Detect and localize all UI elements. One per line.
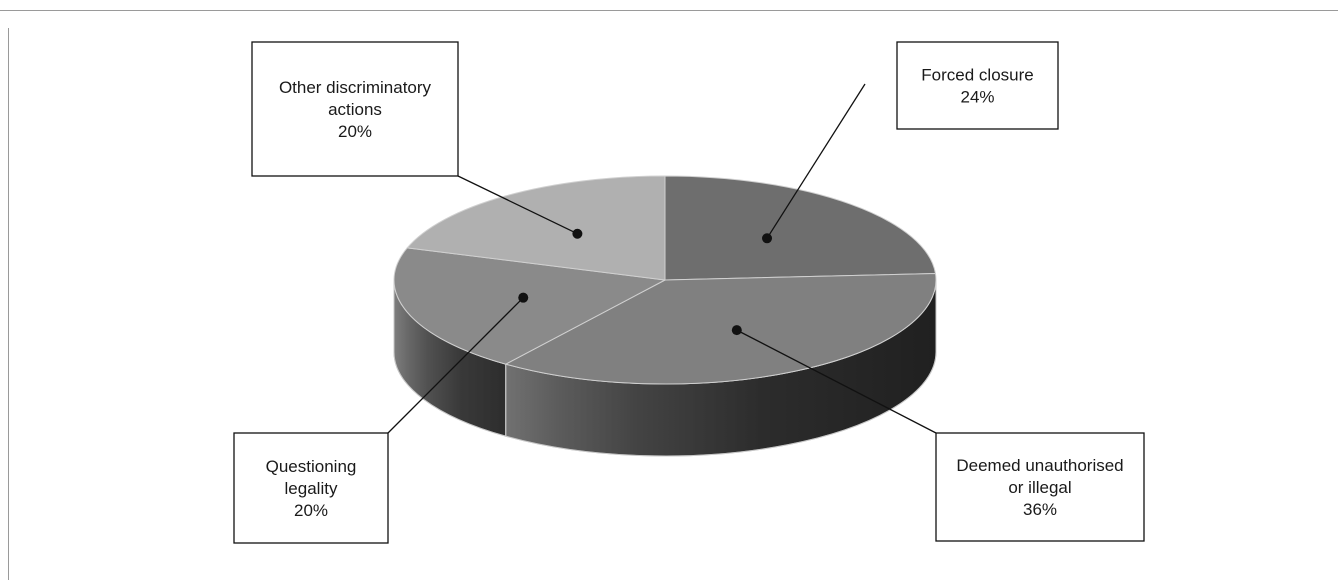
data-label: Deemed unauthorised or illegal 36%	[935, 432, 1145, 542]
leader-dot	[731, 325, 742, 336]
slice-percent: 20%	[338, 122, 372, 141]
label-box	[233, 432, 389, 544]
data-label: Questioning legality 20%	[233, 432, 389, 544]
data-label: Forced closure 24%	[896, 41, 1059, 130]
leader-dot	[518, 292, 529, 303]
data-label: Other discriminatory actions 20%	[251, 41, 459, 177]
slice-label: Deemed unauthorised	[956, 456, 1123, 475]
leader-line	[383, 297, 524, 438]
pie-slice	[664, 175, 937, 281]
slice-label: legality	[285, 479, 338, 498]
left-border	[8, 28, 9, 580]
slice-percent: 20%	[294, 501, 328, 520]
slice-percent: 24%	[960, 88, 994, 107]
leader-line	[766, 83, 866, 239]
slice-label: actions	[328, 100, 382, 119]
label-boxes: Forced closure 24% Deemed unauthorised or i…	[233, 41, 1145, 544]
pie-slice	[406, 175, 666, 281]
slice-label: Questioning	[266, 457, 357, 476]
label-box	[935, 432, 1145, 542]
leader-line	[457, 175, 578, 235]
label-box	[251, 41, 459, 177]
leader-line	[736, 329, 937, 434]
leader-lines	[383, 83, 937, 438]
pie-top	[393, 175, 937, 385]
top-border	[0, 10, 1338, 11]
slice-label: Forced closure	[921, 66, 1033, 85]
slice-label: or illegal	[1008, 478, 1071, 497]
leader-dot	[572, 228, 583, 239]
pie-slice	[504, 272, 937, 385]
slice-percent: 36%	[1023, 500, 1057, 519]
leader-dot	[762, 233, 773, 244]
slice-label: Other discriminatory	[279, 78, 432, 97]
label-box	[896, 41, 1059, 130]
pie-slice	[393, 247, 667, 365]
